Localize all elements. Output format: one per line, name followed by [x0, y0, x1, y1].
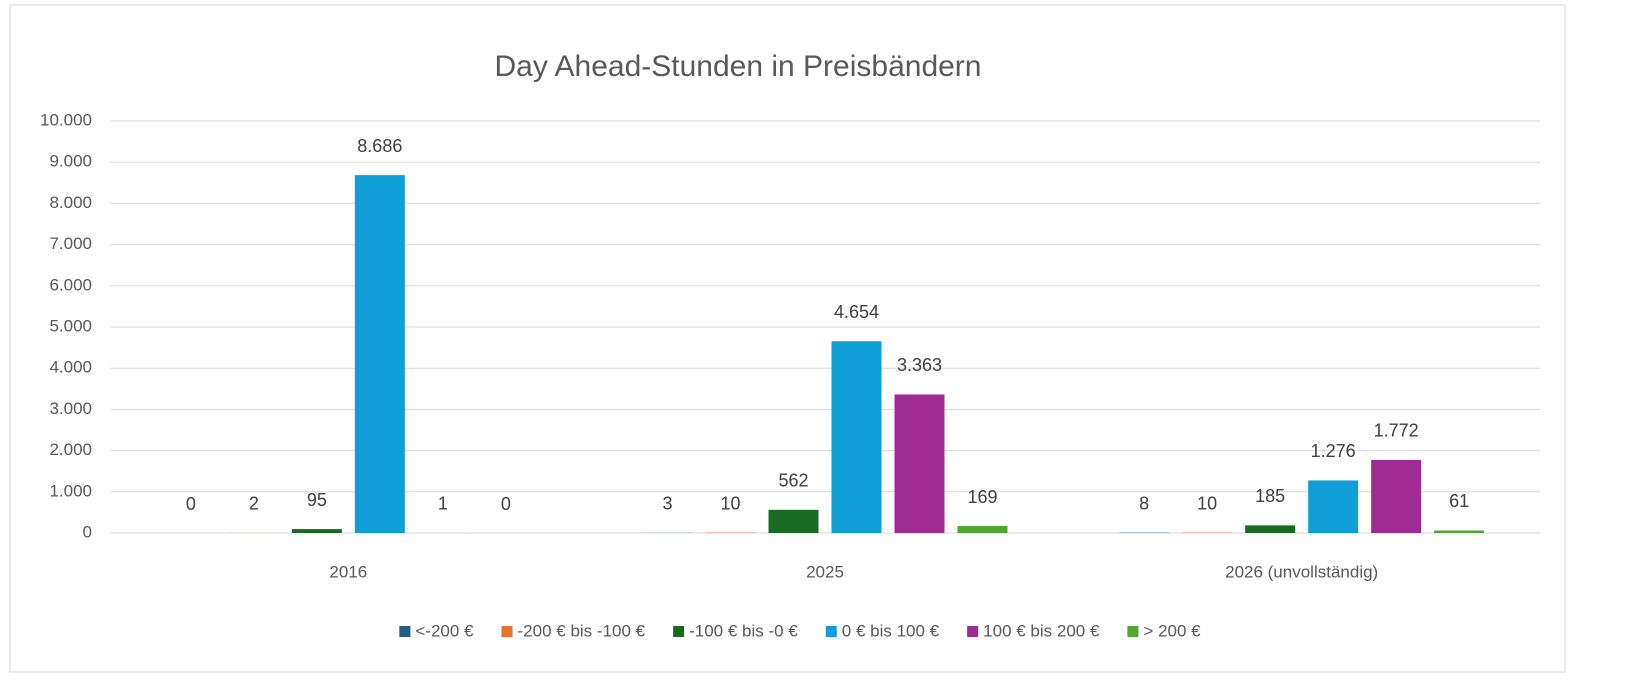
bar — [1308, 480, 1359, 533]
y-tick-label: 9.000 — [49, 152, 92, 171]
value-label: 3.363 — [897, 355, 942, 375]
bar — [768, 509, 819, 533]
value-label: 10 — [1197, 493, 1217, 513]
bar — [291, 529, 342, 533]
y-tick-label: 3.000 — [49, 399, 92, 418]
y-tick-label: 7.000 — [49, 234, 92, 253]
legend-swatch — [673, 626, 685, 637]
legend-label: -100 € bis -0 € — [689, 621, 798, 640]
value-label: 169 — [967, 487, 997, 507]
value-label: 3 — [662, 494, 672, 514]
legend-label: -200 € bis -100 € — [518, 621, 646, 640]
y-tick-label: 6.000 — [49, 275, 92, 294]
chart-title: Day Ahead-Stunden in Preisbändern — [494, 50, 981, 83]
bar — [957, 526, 1008, 533]
y-tick-label: 4.000 — [49, 358, 92, 377]
x-tick-label: 2026 (unvollständig) — [1225, 562, 1378, 581]
value-label: 95 — [307, 490, 327, 510]
legend-label: 0 € bis 100 € — [842, 621, 940, 640]
value-label: 8 — [1139, 493, 1149, 513]
value-label: 562 — [778, 471, 808, 491]
bar — [831, 341, 882, 533]
bar — [1434, 530, 1485, 533]
bar — [894, 394, 945, 533]
legend-swatch — [825, 626, 837, 637]
bar — [354, 175, 405, 534]
y-tick-label: 0 — [83, 522, 92, 541]
value-label: 0 — [186, 494, 196, 514]
value-label: 1 — [438, 494, 448, 514]
y-tick-label: 2.000 — [49, 440, 92, 459]
y-tick-label: 10.000 — [40, 110, 92, 129]
legend-swatch — [967, 626, 979, 637]
value-label: 8.686 — [357, 136, 402, 156]
bar — [1245, 525, 1296, 533]
value-label: 0 — [501, 494, 511, 514]
legend-label: <-200 € — [415, 621, 474, 640]
value-label: 4.654 — [834, 302, 879, 322]
value-label: 2 — [249, 494, 259, 514]
legend-swatch — [399, 626, 411, 637]
legend-label: 100 € bis 200 € — [983, 621, 1100, 640]
value-label: 1.276 — [1311, 441, 1356, 461]
bar — [1371, 459, 1422, 533]
value-label: 61 — [1449, 491, 1469, 511]
y-tick-label: 1.000 — [49, 481, 92, 500]
legend-swatch — [501, 626, 513, 637]
y-tick-label: 5.000 — [49, 316, 92, 335]
x-tick-label: 2025 — [806, 562, 844, 581]
value-label: 185 — [1255, 486, 1285, 506]
value-label: 10 — [720, 493, 740, 513]
chart-frame — [9, 4, 1566, 673]
x-tick-label: 2016 — [329, 562, 367, 581]
legend-swatch — [1127, 626, 1139, 637]
value-label: 1.772 — [1374, 421, 1419, 441]
y-tick-label: 8.000 — [49, 193, 92, 212]
legend-label: > 200 € — [1143, 621, 1201, 640]
